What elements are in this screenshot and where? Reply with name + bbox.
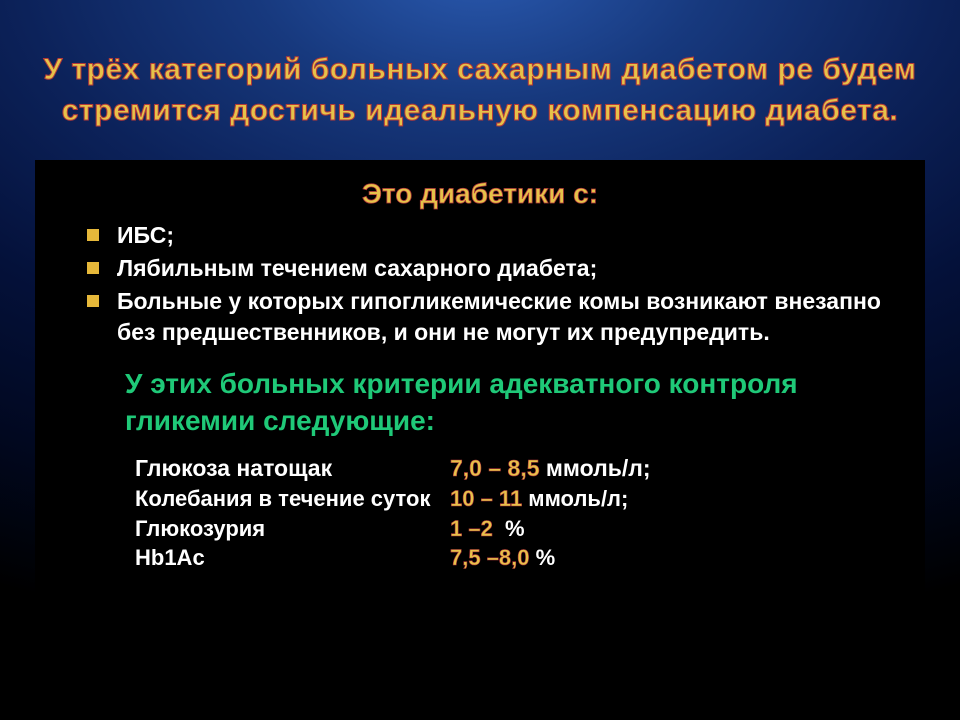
slide-title: У трёх категорий больных сахарным диабет… (40, 50, 920, 131)
sub-heading: Это диабетики с: (65, 178, 895, 210)
metric-unit: ммоль/л; (540, 453, 651, 484)
slide: У трёх категорий больных сахарным диабет… (0, 0, 960, 720)
title-line-2: стремится достичь идеальную компенсацию … (62, 94, 899, 127)
metric-label: Колебания в течение суток (135, 484, 450, 514)
metric-row: Глюкоза натощак 7,0 – 8,5 ммоль/л; (135, 453, 895, 484)
bullet-text: Больные у которых гипогликемические комы… (117, 288, 881, 345)
bullet-list: ИБС; Лябильным течением сахарного диабет… (65, 220, 895, 348)
metric-label: Глюкозурия (135, 514, 450, 544)
metric-value: 10 – 11 (450, 484, 522, 514)
list-item: ИБС; (87, 220, 885, 251)
title-line-1: У трёх категорий больных сахарным диабет… (43, 53, 916, 86)
list-item: Лябильным течением сахарного диабета; (87, 253, 885, 284)
metric-unit: ммоль/л; (522, 484, 628, 514)
bullet-text: Лябильным течением сахарного диабета; (117, 255, 597, 281)
metric-row: Колебания в течение суток 10 – 11 ммоль/… (135, 484, 895, 514)
metric-unit: % (530, 543, 556, 573)
metric-value: 7,0 – 8,5 (450, 453, 540, 484)
metric-label: Глюкоза натощак (135, 453, 450, 484)
metric-label: Hb1Ac (135, 543, 450, 573)
metric-value: 7,5 –8,0 (450, 543, 530, 573)
list-item: Больные у которых гипогликемические комы… (87, 286, 885, 348)
content-box: Это диабетики с: ИБС; Лябильным течением… (35, 160, 925, 685)
metric-row: Глюкозурия 1 –2 % (135, 514, 895, 544)
criteria-heading: У этих больных критерии адекватного конт… (125, 366, 895, 439)
metric-value: 1 –2 (450, 514, 499, 544)
metric-unit: % (499, 514, 525, 544)
metrics-block: Глюкоза натощак 7,0 – 8,5 ммоль/л; Колеб… (135, 453, 895, 573)
bullet-text: ИБС; (117, 222, 174, 248)
metric-row: Hb1Ac 7,5 –8,0 % (135, 543, 895, 573)
